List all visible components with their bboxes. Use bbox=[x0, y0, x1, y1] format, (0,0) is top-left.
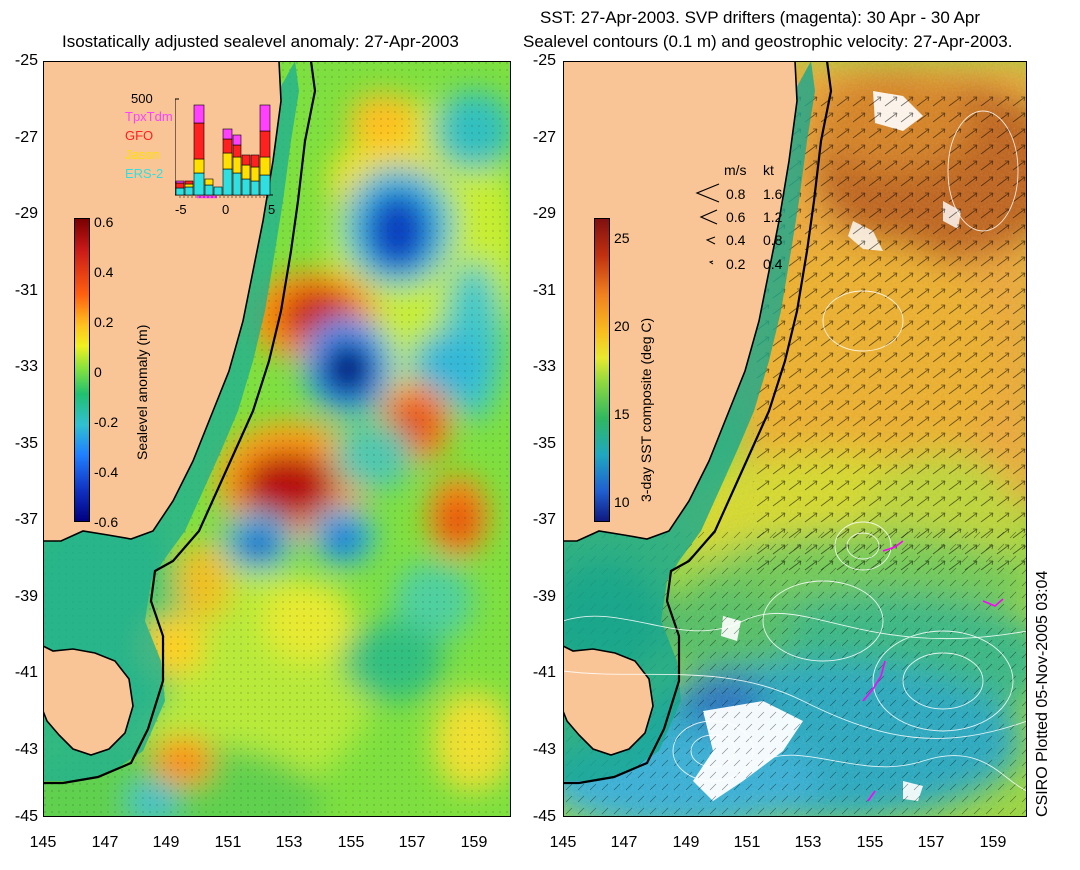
right-xtick: 151 bbox=[733, 834, 761, 851]
velocity-legend-row: 0.8 bbox=[763, 232, 783, 248]
histogram-count-label: 500 bbox=[131, 91, 153, 106]
right-panel-title-line2: Sealevel contours (0.1 m) and geostrophi… bbox=[523, 32, 1013, 51]
altimeter-histogram: 500 TpxTdm GFO Jason ERS-2 -5 0 5 bbox=[125, 91, 285, 217]
sealevel-colorbar-tick: 0 bbox=[94, 364, 102, 380]
sealevel-colorbar-tick: -0.6 bbox=[94, 514, 119, 530]
histogram-bars bbox=[175, 98, 273, 199]
sealevel-colorbar-title: Sealevel anomaly (m) bbox=[134, 324, 150, 460]
left-ytick: -37 bbox=[14, 511, 38, 528]
sst-colorbar bbox=[594, 218, 610, 522]
right-xtick: 155 bbox=[856, 834, 884, 851]
left-xtick: 145 bbox=[29, 834, 57, 851]
left-ytick: -43 bbox=[14, 741, 38, 758]
sealevel-anomaly-map bbox=[43, 61, 511, 817]
right-ytick: -31 bbox=[532, 282, 556, 299]
velocity-legend-row: 0.8 bbox=[726, 186, 746, 202]
right-ytick: -27 bbox=[532, 129, 556, 146]
velocity-legend-row: 1.6 bbox=[763, 186, 783, 202]
right-panel-title-line1: SST: 27-Apr-2003. SVP drifters (magenta)… bbox=[540, 8, 981, 27]
left-ytick: -27 bbox=[14, 129, 38, 146]
left-ytick: -35 bbox=[14, 435, 38, 452]
sealevel-colorbar bbox=[74, 218, 90, 522]
right-xtick: 149 bbox=[672, 834, 700, 851]
sst-colorbar-tick: 25 bbox=[614, 230, 630, 246]
sst-map bbox=[563, 61, 1027, 817]
right-ytick: -29 bbox=[532, 205, 556, 222]
sealevel-colorbar-tick: 0.2 bbox=[94, 314, 114, 330]
left-ytick: -41 bbox=[14, 664, 38, 681]
left-xtick: 159 bbox=[460, 834, 488, 851]
left-ytick: -29 bbox=[14, 205, 38, 222]
right-xtick: 157 bbox=[917, 834, 945, 851]
sealevel-colorbar-tick: -0.2 bbox=[94, 414, 119, 430]
histogram-legend-jason: Jason bbox=[125, 147, 160, 162]
right-ytick: -35 bbox=[532, 435, 556, 452]
velocity-legend-row: 0.6 bbox=[726, 209, 746, 225]
sealevel-colorbar-tick: 0.4 bbox=[94, 264, 114, 280]
right-ytick: -43 bbox=[532, 741, 556, 758]
left-xtick: 151 bbox=[214, 834, 242, 851]
sealevel-colorbar-tick: -0.4 bbox=[94, 464, 119, 480]
right-ytick: -41 bbox=[532, 664, 556, 681]
velocity-legend-header-kt: kt bbox=[763, 162, 774, 178]
plot-credit: CSIRO Plotted 05-Nov-2005 03:04 bbox=[1034, 570, 1051, 817]
sst-colorbar-tick: 10 bbox=[614, 494, 630, 510]
left-xtick: 157 bbox=[398, 834, 426, 851]
left-xtick: 155 bbox=[337, 834, 365, 851]
right-ytick: -45 bbox=[532, 808, 556, 825]
left-ytick: -39 bbox=[14, 588, 38, 605]
left-ytick: -33 bbox=[14, 358, 38, 375]
sst-colorbar-title: 3-day SST composite (deg C) bbox=[638, 317, 654, 502]
right-xtick: 145 bbox=[549, 834, 577, 851]
right-xtick: 147 bbox=[610, 834, 638, 851]
histogram-legend-tpxtdm: TpxTdm bbox=[125, 109, 173, 124]
left-xtick: 147 bbox=[91, 834, 119, 851]
velocity-legend-row: 0.4 bbox=[726, 232, 746, 248]
right-xtick: 153 bbox=[794, 834, 822, 851]
histogram-legend-ers2: ERS-2 bbox=[125, 166, 164, 181]
histogram-legend-gfo: GFO bbox=[125, 128, 154, 143]
velocity-legend-row: 1.2 bbox=[763, 209, 783, 225]
histogram-xtick-neg5: -5 bbox=[175, 202, 187, 217]
sst-colorbar-tick: 20 bbox=[614, 318, 630, 334]
right-ytick: -25 bbox=[532, 52, 556, 69]
left-ytick: -31 bbox=[14, 282, 38, 299]
left-xtick: 149 bbox=[152, 834, 180, 851]
sealevel-colorbar-tick: 0.6 bbox=[94, 214, 114, 230]
histogram-xtick-5: 5 bbox=[268, 202, 276, 217]
right-ytick: -39 bbox=[532, 588, 556, 605]
velocity-legend-row: 0.4 bbox=[763, 256, 783, 272]
left-ytick: -45 bbox=[14, 808, 38, 825]
velocity-arrow-icon bbox=[695, 183, 720, 265]
right-xtick: 159 bbox=[979, 834, 1007, 851]
histogram-xtick-0: 0 bbox=[222, 202, 230, 217]
right-ytick: -33 bbox=[532, 358, 556, 375]
left-ytick: -25 bbox=[14, 52, 38, 69]
left-xtick: 153 bbox=[275, 834, 303, 851]
sst-colorbar-tick: 15 bbox=[614, 406, 630, 422]
velocity-legend-header-ms: m/s bbox=[724, 162, 747, 178]
right-ytick: -37 bbox=[532, 511, 556, 528]
velocity-legend-row: 0.2 bbox=[726, 256, 746, 272]
left-panel-title: Isostatically adjusted sealevel anomaly:… bbox=[62, 32, 459, 51]
histogram-bar bbox=[175, 104, 271, 196]
